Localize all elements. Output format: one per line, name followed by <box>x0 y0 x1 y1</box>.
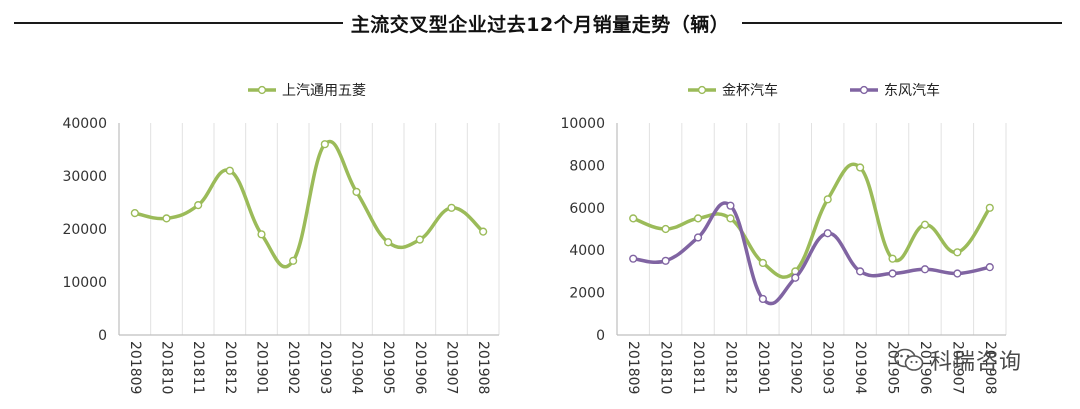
y-tick-label: 8000 <box>569 158 605 174</box>
y-tick-label: 0 <box>98 328 107 344</box>
y-tick-label: 0 <box>596 328 605 344</box>
x-tick-label: 201908 <box>475 341 491 394</box>
data-point <box>289 256 298 265</box>
y-tick-label: 10000 <box>560 116 605 132</box>
x-tick-label: 201809 <box>625 341 641 394</box>
x-tick-label: 201908 <box>982 341 998 394</box>
title-rule-right <box>742 22 1062 24</box>
data-point <box>726 214 735 223</box>
data-point <box>225 166 234 175</box>
data-point <box>953 269 962 278</box>
title-rule-left <box>14 22 374 24</box>
y-tick-label: 30000 <box>62 169 107 185</box>
data-point <box>320 140 329 149</box>
data-point <box>479 227 488 236</box>
data-point <box>823 229 832 238</box>
data-point <box>920 265 930 274</box>
legend-label: 东风汽车 <box>884 82 940 99</box>
x-tick-label: 201906 <box>917 341 933 395</box>
data-point <box>758 294 767 304</box>
x-tick-label: 201903 <box>317 341 333 394</box>
chart-2: 0 2000 4000 6000 8000 10000 201809 201810 201811… <box>560 82 1007 395</box>
x-tick-label: 201811 <box>690 341 706 394</box>
y-tick-label: 4000 <box>569 243 605 259</box>
x-tick-label: 201901 <box>254 341 270 394</box>
legend-label: 上汽通用五菱 <box>282 83 366 99</box>
title-bar: 主流交叉型企业过去12个月销量走势（辆） <box>0 8 1080 38</box>
data-point <box>791 273 800 282</box>
x-tick-label: 201810 <box>658 341 674 394</box>
data-point <box>130 209 139 218</box>
data-point <box>920 220 930 229</box>
legend-marker <box>257 85 267 95</box>
y-tick-label: 10000 <box>62 275 107 291</box>
data-point <box>953 248 962 257</box>
data-point <box>726 201 735 210</box>
page-title: 主流交叉型企业过去12个月销量走势（辆） <box>0 10 1080 37</box>
x-tick-label: 201904 <box>852 341 868 395</box>
data-point <box>257 230 266 239</box>
watermark-text: 科瑞咨询 <box>930 350 1023 375</box>
data-point <box>758 258 767 268</box>
x-tick-label: 201811 <box>190 341 206 394</box>
data-point <box>194 201 203 210</box>
wechat-icon <box>894 348 924 371</box>
data-point <box>888 269 897 278</box>
x-tick-label: 201906 <box>412 341 428 395</box>
data-point <box>693 214 703 223</box>
data-point <box>985 203 994 212</box>
x-tick-label: 201907 <box>444 341 460 394</box>
x-tick-label: 201902 <box>285 341 301 394</box>
x-tick-label: 201901 <box>755 341 771 394</box>
x-tick-label: 201907 <box>949 341 965 394</box>
x-tick-label: 201812 <box>222 341 238 394</box>
y-tick-label: 6000 <box>569 201 605 217</box>
data-point <box>447 203 456 212</box>
x-tick-label: 201902 <box>787 341 803 394</box>
y-tick-label: 20000 <box>62 222 107 238</box>
data-point <box>661 224 670 234</box>
data-point <box>693 233 703 242</box>
watermark: 科瑞咨询 <box>894 343 1022 377</box>
y-tick-label: 2000 <box>569 286 605 302</box>
data-point <box>661 256 670 265</box>
data-point <box>856 163 865 172</box>
data-point <box>352 187 361 197</box>
data-point <box>384 238 393 247</box>
chart-1: 0 10000 20000 30000 40000 201809 201810 201811 2… <box>62 83 500 395</box>
x-tick-label: 201905 <box>380 341 396 394</box>
legend-label: 金杯汽车 <box>722 82 778 99</box>
x-tick-label: 201904 <box>349 341 365 395</box>
data-point <box>856 267 865 276</box>
data-point <box>629 214 638 223</box>
data-point <box>162 214 171 223</box>
data-point <box>985 263 994 272</box>
data-point <box>415 235 424 244</box>
x-tick-label: 201810 <box>159 341 175 394</box>
x-tick-label: 201812 <box>722 341 738 394</box>
x-tick-label: 201903 <box>820 341 836 394</box>
data-point <box>823 195 832 204</box>
y-tick-label: 40000 <box>62 116 107 132</box>
legend-marker <box>697 85 707 95</box>
x-tick-label: 201809 <box>127 341 143 394</box>
legend-marker <box>859 85 869 95</box>
data-point <box>888 254 897 263</box>
data-point <box>629 254 638 263</box>
